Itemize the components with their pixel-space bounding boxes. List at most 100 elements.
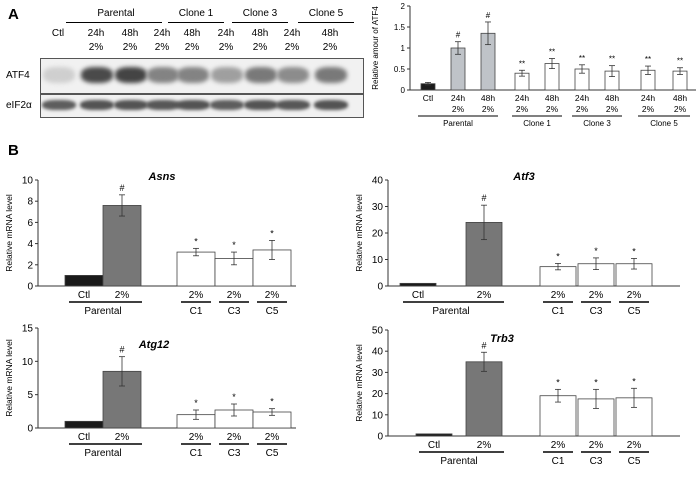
significance-marker: # xyxy=(119,183,124,193)
y-tick-label: 10 xyxy=(372,255,384,266)
blot-lane-oxygen-label: 2% xyxy=(252,42,268,53)
blot-band-atf4 xyxy=(315,67,347,83)
x-tick-label: 2% xyxy=(115,432,130,443)
bar xyxy=(399,282,437,287)
significance-marker: ** xyxy=(579,54,585,63)
y-tick-label: 0 xyxy=(377,282,383,293)
clone-label: C5 xyxy=(266,448,279,459)
significance-marker: ** xyxy=(609,55,615,64)
significance-marker: ** xyxy=(677,57,683,66)
blot-band-atf4 xyxy=(147,67,179,83)
x-tick-label: 2% xyxy=(227,290,242,301)
x-tick-label: Ctl xyxy=(412,290,424,301)
significance-marker: * xyxy=(232,392,236,402)
x-tick-label: 2% xyxy=(516,104,529,114)
x-tick-label: 48h xyxy=(545,93,559,103)
x-tick-label: 24h xyxy=(515,93,529,103)
bar xyxy=(465,361,503,437)
y-tick-label: 6 xyxy=(27,218,33,229)
x-tick-label: 2% xyxy=(546,104,559,114)
blot-lane-time-label: 48h xyxy=(183,28,201,39)
clone-label: C5 xyxy=(628,456,641,467)
x-tick-label: 2% xyxy=(477,440,492,451)
blot-band-eif2a xyxy=(210,100,244,110)
blot-strip-eif2a xyxy=(40,94,364,118)
x-tick-label: 2% xyxy=(551,440,566,451)
y-tick-label: 50 xyxy=(372,326,384,337)
x-tick-label: 48h xyxy=(673,93,687,103)
group-label: Parental xyxy=(84,448,121,459)
x-tick-label: 2% xyxy=(115,290,130,301)
bar xyxy=(64,420,104,429)
clone-label: C3 xyxy=(590,306,603,316)
y-tick-label: 1.5 xyxy=(394,23,406,32)
significance-marker: * xyxy=(556,377,560,387)
blot-band-eif2a xyxy=(146,100,180,110)
x-tick-label: 2% xyxy=(265,432,280,443)
clone-label: C5 xyxy=(266,306,279,316)
x-tick-label: 2% xyxy=(189,290,204,301)
blot-lane-oxygen-label: 2% xyxy=(154,42,170,53)
group-label: Parental xyxy=(84,306,121,316)
x-tick-label: 2% xyxy=(551,290,566,301)
clone-label: C1 xyxy=(190,448,203,459)
y-tick-label: 0 xyxy=(27,282,33,293)
atg12-chart: Relative mRNA level 0 5 10 15 Atg12 # * * * Ctl 2% 2… xyxy=(4,324,296,459)
significance-marker: ** xyxy=(549,48,555,57)
clone-label: C3 xyxy=(228,306,241,316)
blot-strip-atf4 xyxy=(40,58,364,94)
blot-row-label-atf4: ATF4 xyxy=(6,70,30,81)
group-label: Clone 5 xyxy=(650,119,678,128)
blot-row-label-eif2a: eIF2α xyxy=(6,100,32,111)
clone-label: C3 xyxy=(590,456,603,467)
y-axis-label: Relative mRNA level xyxy=(4,339,14,417)
x-tick-label: 2% xyxy=(627,290,642,301)
blot-lane-time-label: 48h xyxy=(121,28,139,39)
blot-lane-oxygen-label: 2% xyxy=(184,42,200,53)
x-tick-label: 2% xyxy=(189,432,204,443)
blot-lane-time-label: 24h xyxy=(153,28,171,39)
y-tick-label: 40 xyxy=(372,347,384,358)
blot-band-eif2a xyxy=(42,100,76,110)
y-axis-label: Relative mRNA level xyxy=(354,194,364,272)
x-tick-label: 2% xyxy=(589,290,604,301)
y-tick-label: 0.5 xyxy=(394,65,406,74)
y-tick-label: 30 xyxy=(372,202,384,213)
y-tick-label: 0 xyxy=(377,432,383,443)
chart-title: Trb3 xyxy=(490,333,514,345)
x-tick-label: 48h xyxy=(605,93,619,103)
significance-marker: * xyxy=(270,228,274,238)
x-tick-label: 24h xyxy=(575,93,589,103)
blot-group-underline xyxy=(232,22,288,23)
x-tick-label: Ctl xyxy=(78,432,90,443)
clone-label: C1 xyxy=(552,456,565,467)
y-tick-label: 10 xyxy=(22,357,34,368)
significance-marker: # xyxy=(119,345,124,355)
blot-group-label-parental: Parental xyxy=(97,8,135,19)
significance-marker: ** xyxy=(645,55,651,64)
blot-lane-oxygen-label: 2% xyxy=(88,42,104,53)
y-tick-label: 1 xyxy=(401,44,406,53)
panel-b-label: B xyxy=(8,142,19,159)
x-tick-label: 2% xyxy=(589,440,604,451)
y-tick-label: 40 xyxy=(372,176,384,187)
significance-marker: * xyxy=(594,377,598,387)
x-tick-label: 2% xyxy=(482,104,495,114)
y-axis-label: Relative amour of ATF4 xyxy=(371,6,380,90)
chart-title: Atf3 xyxy=(512,171,534,183)
blot-lane-time-label: 48h xyxy=(321,28,339,39)
x-tick-label: Ctl xyxy=(428,440,440,451)
blot-band-atf4 xyxy=(245,67,277,83)
blot-band-eif2a xyxy=(276,100,310,110)
blot-group-underline xyxy=(66,22,162,23)
blot-lane-time-label: 48h xyxy=(251,28,269,39)
y-tick-label: 2 xyxy=(27,260,33,271)
significance-marker: # xyxy=(486,11,491,20)
x-tick-label: 2% xyxy=(452,104,465,114)
blot-band-atf4 xyxy=(277,67,309,83)
panel-a-label: A xyxy=(8,6,19,23)
x-tick-label: Ctl xyxy=(423,93,434,103)
blot-band-atf4 xyxy=(43,67,75,83)
significance-marker: * xyxy=(194,236,198,246)
x-tick-label: 2% xyxy=(674,104,687,114)
